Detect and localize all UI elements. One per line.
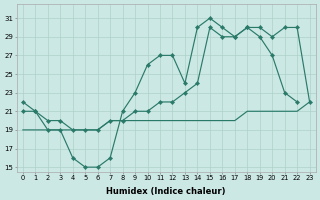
X-axis label: Humidex (Indice chaleur): Humidex (Indice chaleur): [107, 187, 226, 196]
